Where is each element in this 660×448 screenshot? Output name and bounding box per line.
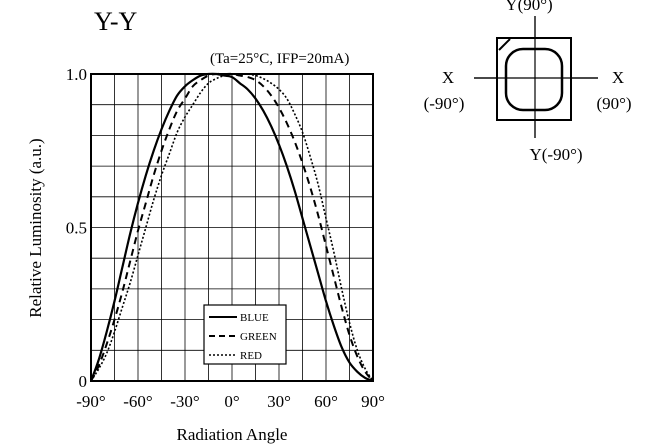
- x-tick-label: -60°: [123, 392, 152, 411]
- led-corner-mark: [498, 38, 511, 51]
- x-tick-label: -30°: [170, 392, 199, 411]
- x-axis-label: Radiation Angle: [177, 425, 288, 444]
- x-tick-labels: -90° -60° -30° 0° 30° 60° 90°: [76, 392, 385, 411]
- orientation-top-label: Y(90°): [505, 0, 552, 14]
- x-tick-label: 30°: [267, 392, 291, 411]
- orientation-diagram: Y(90°) Y(-90°) X (-90°) X (90°): [424, 0, 632, 164]
- orientation-left-angle: (-90°): [424, 94, 465, 113]
- chart-title: Y-Y: [94, 7, 138, 36]
- test-condition-annotation: (Ta=25°C, IFP=20mA): [210, 51, 349, 67]
- legend-label-red: RED: [240, 350, 262, 362]
- legend-label-blue: BLUE: [240, 312, 269, 324]
- series-line-blue: [89, 72, 374, 383]
- x-tick-label: 90°: [361, 392, 385, 411]
- led-emitter-outline: [504, 47, 564, 112]
- series-lines: [89, 72, 374, 383]
- legend-box: [203, 304, 287, 365]
- x-tick-label: 60°: [314, 392, 338, 411]
- y-tick-labels: 0 0.5 1.0: [66, 65, 87, 391]
- x-tick-label: -90°: [76, 392, 105, 411]
- orientation-left-label: X: [442, 68, 454, 87]
- series-line-red: [90, 73, 374, 382]
- orientation-right-label: X: [612, 68, 624, 87]
- x-tick-label: 0°: [224, 392, 239, 411]
- series-line-green: [90, 72, 374, 382]
- y-tick-label: 1.0: [66, 65, 87, 84]
- legend-label-green: GREEN: [240, 331, 277, 343]
- orientation-bottom-label: Y(-90°): [529, 145, 582, 164]
- plot-frame: [90, 73, 374, 382]
- y-tick-label: 0: [79, 372, 88, 391]
- y-tick-label: 0.5: [66, 219, 87, 238]
- orientation-right-angle: (90°): [596, 94, 631, 113]
- y-axis-label: Relative Luminosity (a.u.): [26, 138, 45, 317]
- legend: BLUE GREEN RED: [203, 304, 287, 365]
